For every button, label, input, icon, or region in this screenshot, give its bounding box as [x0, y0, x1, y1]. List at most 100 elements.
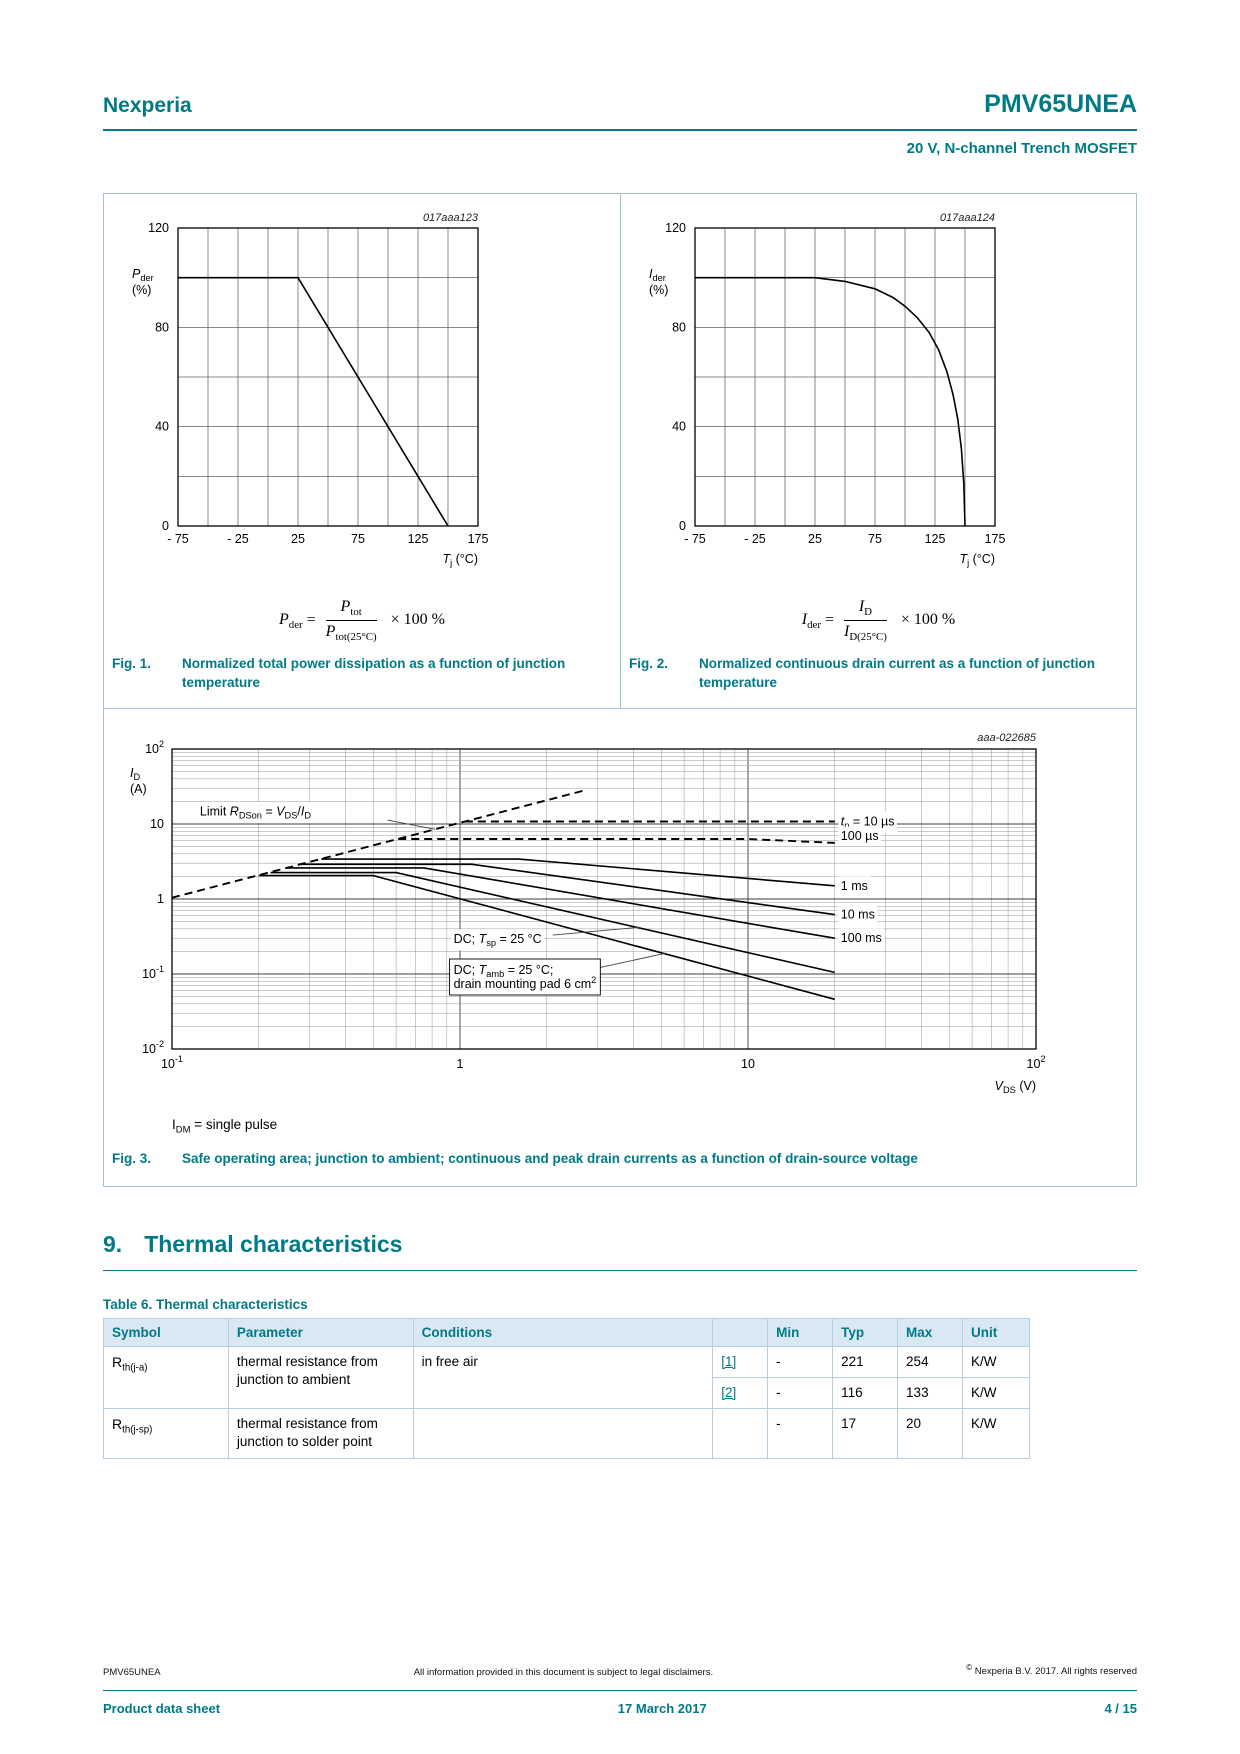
- fig3-note: IDM = single pulse: [172, 1116, 278, 1136]
- dc-tamb: [258, 874, 835, 1000]
- parameter-cell: thermal resistance from junction to ambi…: [227, 1345, 414, 1410]
- svg-text:25: 25: [291, 532, 305, 546]
- svg-text:10: 10: [741, 1057, 755, 1071]
- svg-text:- 75: - 75: [684, 532, 706, 546]
- svg-text:- 25: - 25: [227, 532, 249, 546]
- svg-text:ID: ID: [130, 766, 140, 782]
- ann-dc-tamb: drain mounting pad 6 cm2: [454, 975, 597, 991]
- tp-1ms: [321, 858, 835, 887]
- svg-text:80: 80: [155, 320, 169, 334]
- svg-text:120: 120: [665, 221, 686, 235]
- svg-text:- 25: - 25: [744, 532, 766, 546]
- col-min: Min: [767, 1317, 834, 1347]
- fig1-cell: - 75 - 25 25 75 125 175 0 40 80 120 017aaa123 Pder(…: [104, 194, 620, 708]
- svg-text:(%): (%): [132, 283, 151, 297]
- ann-dc-tamb: DC; Tamb = 25 °C;: [454, 963, 554, 979]
- col-parameter: Parameter: [227, 1317, 414, 1347]
- svg-text:125: 125: [925, 532, 946, 546]
- label-tp-100us: 100 µs: [841, 829, 879, 843]
- page-header: Nexperia PMV65UNEA 20 V, N-channel Trenc…: [103, 0, 1137, 157]
- fig2-chart-area: - 75 - 25 25 75 125 175 0 40 80 120 017aaa124 Ider(…: [621, 204, 1136, 584]
- ann-dc-tsp: DC; Tsp = 25 °C: [454, 932, 542, 948]
- header-rule: [103, 129, 1137, 131]
- conditions-cell: in free air: [412, 1345, 714, 1410]
- svg-text:75: 75: [351, 532, 365, 546]
- svg-text:25: 25: [808, 532, 822, 546]
- min-cell: -: [767, 1408, 834, 1459]
- min-cell: -: [767, 1345, 834, 1378]
- col-ref: [712, 1317, 769, 1347]
- svg-text:Tj (°C): Tj (°C): [959, 552, 995, 568]
- svg-text:1: 1: [157, 892, 164, 906]
- table-row: [2] - 116 133 K/W: [104, 1376, 1030, 1410]
- svg-text:80: 80: [672, 320, 686, 334]
- svg-text:0: 0: [162, 519, 169, 533]
- footer-page-number: 4 / 15: [1104, 1701, 1137, 1716]
- tp-10ms: [300, 863, 835, 916]
- svg-text:102: 102: [145, 739, 164, 756]
- svg-text:175: 175: [985, 532, 1006, 546]
- svg-text:0: 0: [679, 519, 686, 533]
- max-cell: 20: [897, 1408, 963, 1459]
- unit-cell: K/W: [962, 1345, 1030, 1378]
- svg-text:VDS (V): VDS (V): [995, 1079, 1036, 1095]
- ref-cell: [1]: [712, 1345, 769, 1378]
- ref-2-link[interactable]: [2]: [721, 1384, 737, 1400]
- ann-limit-rdson: Limit RDSon = VDS/ID: [200, 804, 311, 820]
- label-tp-1ms: 1 ms: [841, 879, 868, 893]
- max-cell: 133: [897, 1376, 963, 1410]
- fig2-caption: Fig. 2. Normalized continuous drain curr…: [629, 656, 1096, 690]
- ref-1-link[interactable]: [1]: [721, 1353, 737, 1369]
- footer-disclaimer: All information provided in this documen…: [413, 1666, 714, 1678]
- footer-copyright: © Nexperia B.V. 2017. All rights reserve…: [966, 1663, 1137, 1678]
- svg-text:10: 10: [150, 817, 164, 831]
- part-number: PMV65UNEA: [984, 90, 1137, 118]
- col-unit: Unit: [962, 1317, 1030, 1347]
- svg-text:10-2: 10-2: [142, 1039, 164, 1056]
- svg-text:Pder: Pder: [132, 267, 154, 283]
- fig2-chart: - 75 - 25 25 75 125 175 0 40 80 120 017aaa124 Ider(…: [649, 212, 1006, 568]
- section-9-heading: 9. Thermal characteristics: [103, 1230, 403, 1257]
- thermal-characteristics-table: Symbol Parameter Conditions Min Typ Max …: [103, 1317, 1030, 1459]
- figures-frame: - 75- 25 25 75 125 175 0 40 80 120 017aaa123 Pder(…: [103, 193, 1137, 1187]
- fig1-chart: - 75 - 25 25 75 125 175 0 40 80 120 017aaa123 Pder(…: [132, 212, 489, 568]
- svg-text:125: 125: [408, 532, 429, 546]
- tp-100ms: [286, 866, 835, 939]
- datasheet-page: Nexperia PMV65UNEA 20 V, N-channel Trenc…: [103, 0, 1137, 1459]
- fig2-formula: Ider = ID ID(25°C) × 100 %: [801, 598, 956, 644]
- fig1-formula-fraction: Ptot Ptot(25°C): [325, 598, 377, 644]
- fig3-chart-area: tp = 10 µs 100 µs 1 ms 10 ms 100 ms Limit RDS…: [104, 721, 1136, 1113]
- parameter-cell: thermal resistance from junction to sold…: [227, 1408, 414, 1459]
- fig2-formula-lhs: I: [801, 611, 808, 629]
- col-max: Max: [897, 1317, 963, 1347]
- svg-text:10-1: 10-1: [142, 964, 164, 981]
- fig1-formula: Pder = Ptot Ptot(25°C) × 100 %: [278, 598, 446, 644]
- label-tp-100ms: 100 ms: [841, 931, 882, 945]
- symbol-cell: Rth(j-sp): [103, 1408, 229, 1459]
- fig3-plot-code: aaa-022685: [977, 732, 1037, 744]
- fig1-formula-lhs: P: [278, 611, 289, 629]
- svg-text:175: 175: [468, 532, 489, 546]
- footer-date: 17 March 2017: [617, 1701, 707, 1716]
- min-cell: -: [767, 1376, 834, 1410]
- ref-cell: [712, 1408, 769, 1459]
- conditions-cell: [412, 1408, 714, 1459]
- svg-text:Tj (°C): Tj (°C): [442, 552, 478, 568]
- svg-text:75: 75: [868, 532, 882, 546]
- svg-text:Ider: Ider: [649, 267, 666, 283]
- svg-text:- 75: - 75: [167, 532, 189, 546]
- col-symbol: Symbol: [103, 1317, 229, 1347]
- unit-cell: K/W: [962, 1408, 1030, 1459]
- tp-100us: [398, 837, 835, 844]
- svg-text:40: 40: [672, 420, 686, 434]
- col-conditions: Conditions: [412, 1317, 714, 1347]
- page-footer: PMV65UNEA All information provided in th…: [103, 1663, 1137, 1716]
- typ-cell: 17: [832, 1408, 899, 1459]
- pder-curve: [178, 276, 449, 527]
- dc-tsp: [270, 871, 835, 973]
- label-tp-10us: tp = 10 µs: [841, 814, 895, 830]
- ider-curve: [695, 276, 966, 527]
- device-subtitle: 20 V, N-channel Trench MOSFET: [906, 140, 1137, 157]
- fig1-plot-code: 017aaa123: [423, 212, 479, 224]
- max-cell: 254: [897, 1345, 963, 1378]
